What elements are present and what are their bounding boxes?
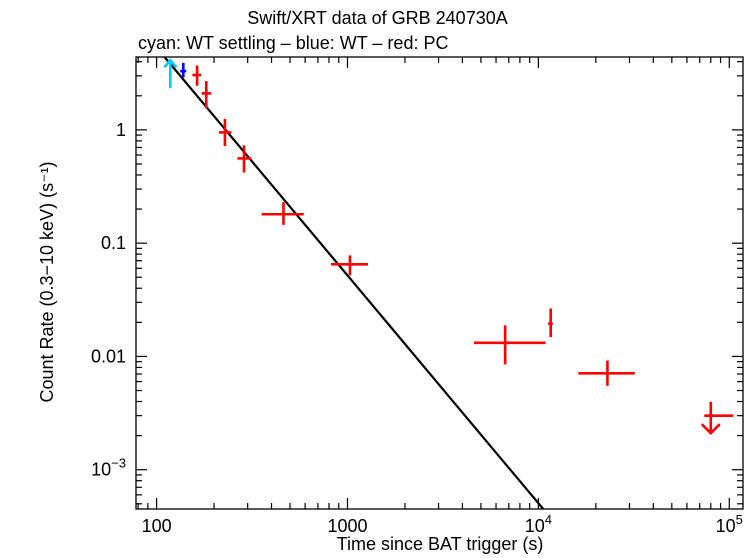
x-axis-label: Time since BAT trigger (s)	[337, 534, 544, 554]
data-point	[548, 308, 553, 338]
data-point	[163, 58, 178, 89]
data-point	[192, 65, 202, 86]
data-point	[474, 325, 546, 365]
data-points	[163, 58, 734, 436]
data-point	[331, 255, 368, 276]
y-tick-label: 0.1	[101, 233, 126, 253]
data-point	[218, 118, 232, 147]
model-fit-line	[163, 57, 545, 509]
data-point	[237, 145, 252, 173]
y-tick-label: 0.01	[91, 346, 126, 366]
data-point	[180, 62, 187, 78]
chart-subtitle: cyan: WT settling – blue: WT – red: PC	[138, 33, 449, 53]
y-tick-label-exponent: −3	[111, 456, 126, 471]
upper-limit-arrowhead	[700, 423, 721, 436]
model-line	[163, 57, 545, 509]
axis-tick-labels: 100 1000 104 105 1 0.1 0.01 10−3	[91, 120, 743, 536]
plot-frame	[135, 56, 744, 510]
x-tick-label: 1000	[327, 516, 367, 536]
y-axis-label: Count Rate (0.3−10 keV) (s⁻¹)	[37, 161, 57, 402]
chart-title: Swift/XRT data of GRB 240730A	[247, 8, 508, 28]
y-tick-label: 1	[116, 120, 126, 140]
data-point	[700, 401, 734, 436]
x-tick-label: 105	[716, 512, 743, 536]
x-tick-label-exponent: 4	[545, 512, 552, 527]
data-point	[201, 81, 212, 109]
data-point	[578, 360, 635, 386]
x-tick-label: 104	[525, 512, 552, 536]
axis-ticks	[136, 57, 743, 509]
y-tick-label: 10−3	[91, 456, 126, 480]
data-point	[261, 202, 304, 225]
x-tick-label-exponent: 5	[736, 512, 743, 527]
x-tick-label: 100	[142, 516, 172, 536]
upper-limit-arrowhead	[163, 58, 178, 69]
